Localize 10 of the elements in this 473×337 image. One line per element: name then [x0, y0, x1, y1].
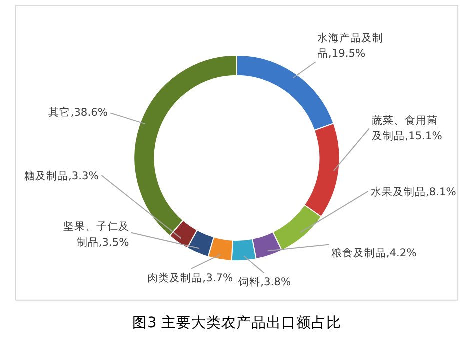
slice-label: 肉类及制品,3.7%	[148, 271, 234, 284]
slice-label: 糖及制品,3.3%	[24, 169, 99, 182]
slice-label: 其它,38.6%	[48, 106, 108, 119]
slice-label: 水海产品及制品,19.5%	[317, 32, 384, 60]
text: 图3 主要大类农产品出口额占比	[132, 314, 342, 332]
slice-label: 坚果、子仁及制品,3.5%	[63, 220, 130, 249]
slice-label: 蔬菜、食用菌及制品,15.1%	[372, 114, 442, 142]
slice-label: 水果及制品,8.1%	[370, 186, 456, 199]
slice-label: 粮食及制品,4.2%	[331, 246, 417, 260]
slice-label: 饲料,3.8%	[238, 276, 292, 289]
